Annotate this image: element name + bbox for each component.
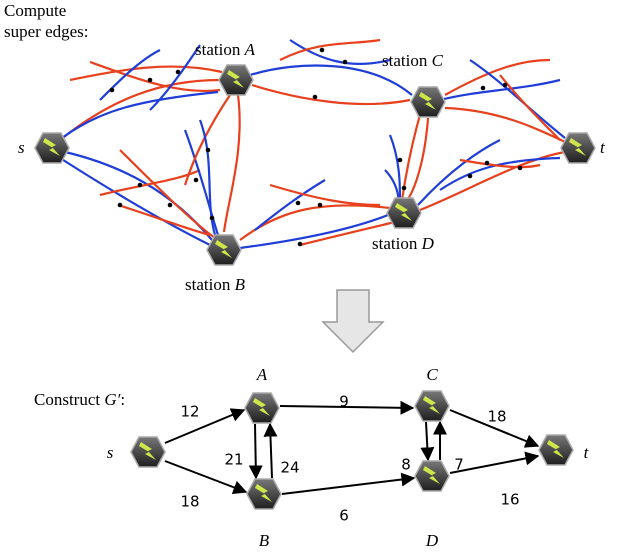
caption: Compute <box>4 1 66 20</box>
fiber <box>59 157 211 246</box>
edge-weight: 16 <box>500 491 519 509</box>
endpoint-label: t <box>600 138 606 157</box>
fiber <box>439 78 561 102</box>
node-icon <box>218 64 254 96</box>
edge <box>449 409 540 448</box>
crossings <box>109 47 523 247</box>
edge <box>449 451 540 474</box>
station-label: station A <box>195 40 256 59</box>
station-letter: B <box>235 275 246 294</box>
graph-nodes: s A B C Dt <box>107 365 590 550</box>
node-icon <box>414 460 450 492</box>
edge <box>164 408 246 444</box>
edges: 12 18 9 21 24 6 8 7 18 16 <box>164 393 540 525</box>
fiber <box>254 179 326 231</box>
caption-symbol: G′ <box>104 390 120 409</box>
node-icon <box>386 197 422 229</box>
fiber <box>249 64 413 96</box>
fiber <box>251 83 411 106</box>
station-letter: D <box>421 234 435 253</box>
fiber <box>59 78 221 141</box>
node-label: C <box>426 365 438 384</box>
edge-weight: 12 <box>180 403 199 421</box>
fiber <box>183 129 220 236</box>
fiber <box>61 90 219 139</box>
fiber <box>388 134 402 201</box>
node-icon <box>244 392 280 424</box>
fiber <box>417 139 501 206</box>
node-icon <box>410 86 446 118</box>
caption-word: Construct <box>34 390 100 409</box>
fiber <box>299 220 396 247</box>
fiber <box>239 213 389 250</box>
fiber <box>444 106 566 143</box>
fiber <box>289 39 391 66</box>
fiber <box>419 150 566 212</box>
fiber <box>69 65 223 82</box>
station-word: station <box>185 275 231 294</box>
node-icon <box>130 436 166 468</box>
fiber <box>99 49 161 101</box>
node-icon <box>206 234 242 266</box>
fiber <box>222 94 241 233</box>
node-icon <box>560 132 596 164</box>
fiber <box>64 150 213 241</box>
caption-colon: : <box>120 390 125 409</box>
station-word: station <box>372 234 418 253</box>
edge <box>164 460 248 495</box>
fibers <box>59 38 566 250</box>
fiber <box>99 169 201 197</box>
node-label: t <box>584 443 590 462</box>
fiber <box>459 158 541 169</box>
fiber <box>119 149 216 239</box>
station-letter: C <box>432 51 444 70</box>
edge-weight: 6 <box>339 507 349 525</box>
fiber <box>117 203 211 237</box>
station-label: station B <box>185 275 246 294</box>
edge-weight: 24 <box>280 459 299 477</box>
node-icon <box>538 434 574 466</box>
fiber <box>198 119 217 236</box>
station-letter: A <box>244 40 256 59</box>
edge <box>248 423 263 480</box>
caption: super edges: <box>4 22 89 41</box>
fiber <box>469 59 566 139</box>
station-word: station <box>195 40 241 59</box>
node-label: s <box>107 443 114 462</box>
node-icon <box>414 390 450 422</box>
edge <box>281 472 416 495</box>
edge-weight: 18 <box>180 493 199 511</box>
fiber <box>149 44 201 111</box>
fiber <box>400 114 422 201</box>
station-label: station D <box>372 234 435 253</box>
edge-weight: 18 <box>487 408 506 426</box>
node-label: D <box>425 531 439 550</box>
fiber <box>439 156 561 191</box>
station-word: station <box>382 51 428 70</box>
fiber <box>279 38 381 61</box>
down-arrow <box>321 289 385 354</box>
fiber <box>89 60 221 93</box>
node-icon <box>34 132 70 164</box>
fiber <box>239 204 391 241</box>
node-icon <box>246 478 282 510</box>
edge-weight: 8 <box>401 456 411 474</box>
edge-weight: 21 <box>224 451 243 469</box>
edge <box>420 421 435 462</box>
endpoint-label: s <box>18 138 25 157</box>
caption: Construct G′: <box>34 390 125 409</box>
edge <box>263 422 278 479</box>
fiber <box>444 58 551 96</box>
edge <box>279 400 415 415</box>
node-label: B <box>259 531 270 550</box>
node-label: A <box>256 365 268 384</box>
edge-weight: 7 <box>454 456 464 474</box>
edge-weight: 9 <box>339 393 349 411</box>
fiber <box>183 94 231 186</box>
fiber <box>269 183 381 207</box>
fiber <box>499 74 561 141</box>
station-label: station C <box>382 51 444 70</box>
